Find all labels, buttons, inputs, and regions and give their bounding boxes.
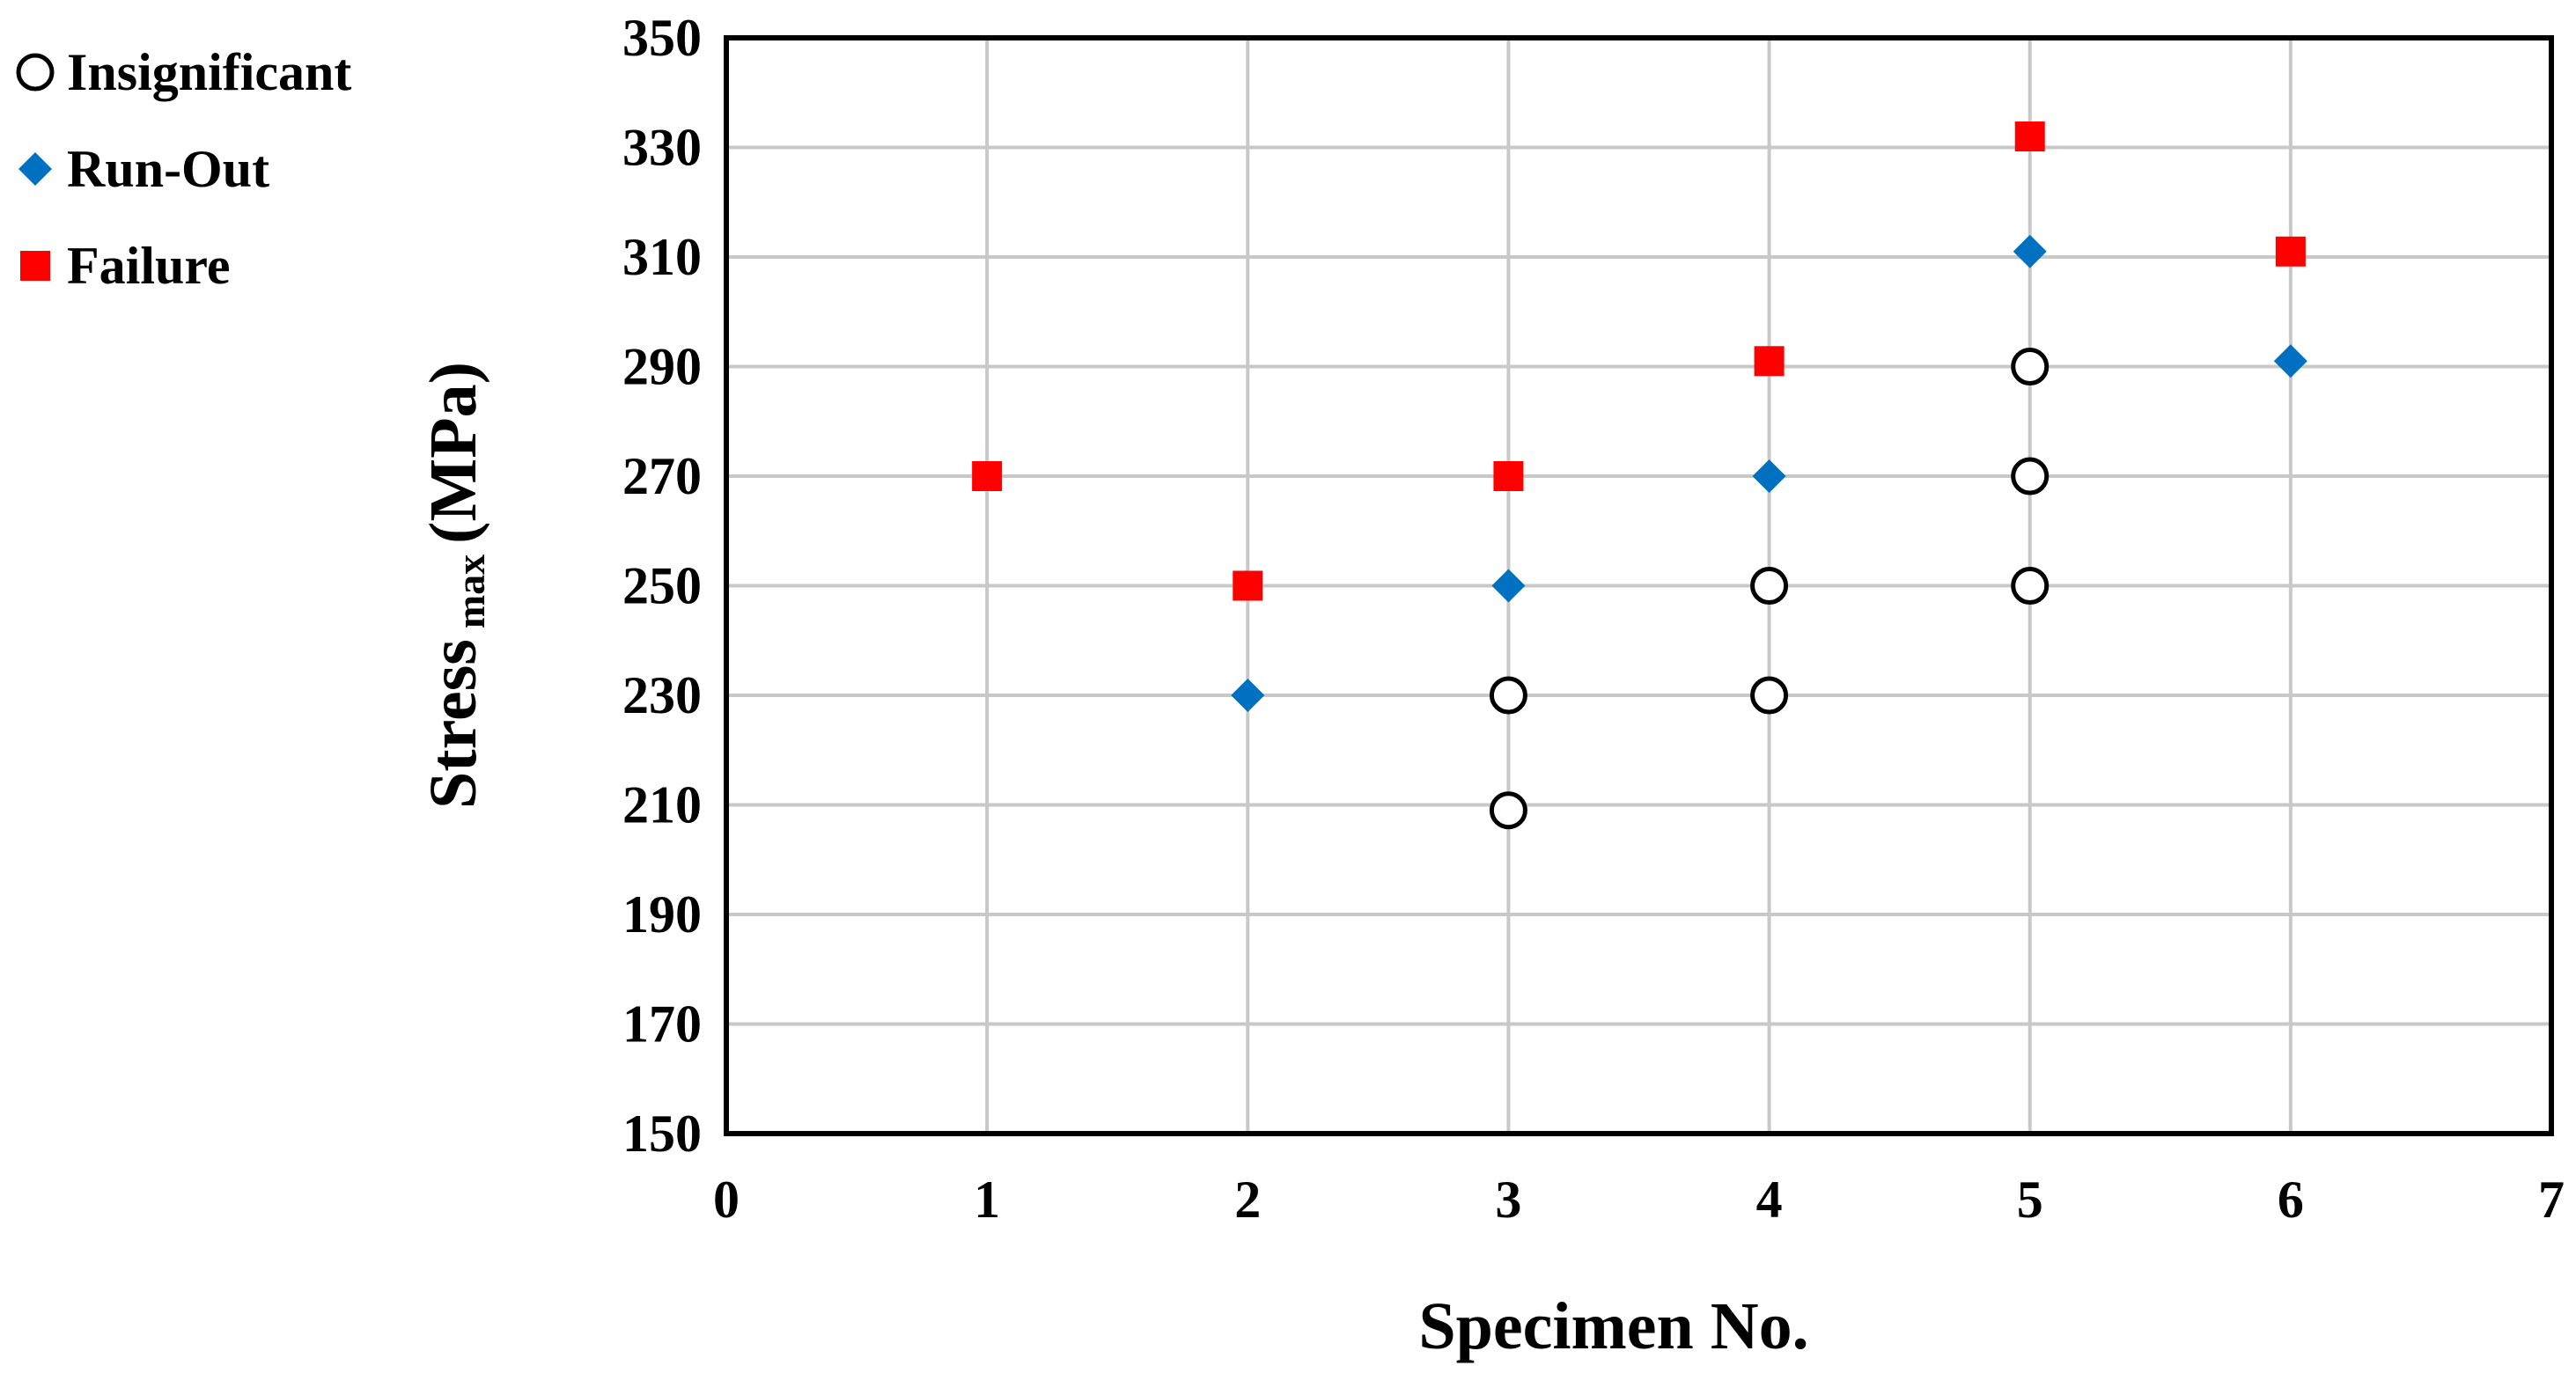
data-point-run-out: [1231, 679, 1264, 712]
x-tick-label: 7: [2538, 1171, 2565, 1229]
data-point-failure: [1493, 461, 1523, 491]
y-tick-label: 250: [622, 557, 702, 615]
y-tick-label: 230: [622, 666, 702, 724]
y-axis-title-main: Stress: [416, 639, 490, 809]
y-tick-label: 270: [622, 447, 702, 505]
x-axis-tick-labels: 0 1 2 3 4 5 6 7: [713, 1171, 2565, 1229]
y-axis-title: Stress max (MPa): [416, 362, 493, 809]
y-tick-label: 150: [622, 1105, 702, 1163]
y-tick-label: 290: [622, 338, 702, 396]
data-point-failure: [1755, 346, 1785, 376]
data-point-insignificant: [2013, 350, 2047, 384]
data-point-failure: [2276, 237, 2306, 267]
y-tick-label: 210: [622, 776, 702, 834]
data-point-run-out: [2013, 235, 2047, 268]
grid-lines: [726, 38, 2551, 1134]
legend-marker-failure: [20, 251, 50, 281]
x-tick-label: 1: [974, 1171, 1000, 1229]
legend-label-failure: Failure: [67, 237, 231, 295]
data-point-failure: [2015, 121, 2045, 151]
data-point-failure: [972, 461, 1002, 491]
legend-marker-insignificant: [18, 55, 52, 89]
data-point-insignificant: [2013, 569, 2047, 603]
y-axis-tick-labels: 150 170 190 210 230 250 270 290 310 330 350: [622, 9, 702, 1163]
x-tick-label: 4: [1756, 1171, 1783, 1229]
y-axis-title-unit: (MPa): [416, 362, 490, 544]
x-tick-label: 5: [2017, 1171, 2043, 1229]
x-tick-label: 3: [1495, 1171, 1521, 1229]
y-tick-label: 310: [622, 228, 702, 286]
legend: Insignificant Run-Out Failure: [18, 43, 351, 295]
data-points: [972, 121, 2307, 827]
x-tick-label: 2: [1234, 1171, 1261, 1229]
x-tick-label: 6: [2278, 1171, 2304, 1229]
x-axis-title: Specimen No.: [1418, 1289, 1808, 1363]
data-point-run-out: [1491, 569, 1525, 603]
data-point-insignificant: [2013, 459, 2047, 493]
data-point-run-out: [1753, 459, 1786, 493]
data-point-insignificant: [1753, 679, 1786, 712]
data-point-run-out: [2274, 344, 2307, 378]
data-point-insignificant: [1491, 794, 1525, 827]
y-axis-title-subscript: max: [448, 554, 493, 628]
legend-marker-run-out: [18, 152, 52, 186]
data-point-insignificant: [1491, 679, 1525, 712]
x-tick-label: 0: [713, 1171, 740, 1229]
y-tick-label: 350: [622, 9, 702, 67]
data-point-insignificant: [1753, 569, 1786, 603]
legend-label-run-out: Run-Out: [67, 140, 269, 198]
y-tick-label: 190: [622, 885, 702, 943]
legend-label-insignificant: Insignificant: [67, 43, 351, 101]
y-tick-label: 170: [622, 995, 702, 1054]
y-tick-label: 330: [622, 119, 702, 177]
data-point-failure: [1233, 571, 1262, 601]
